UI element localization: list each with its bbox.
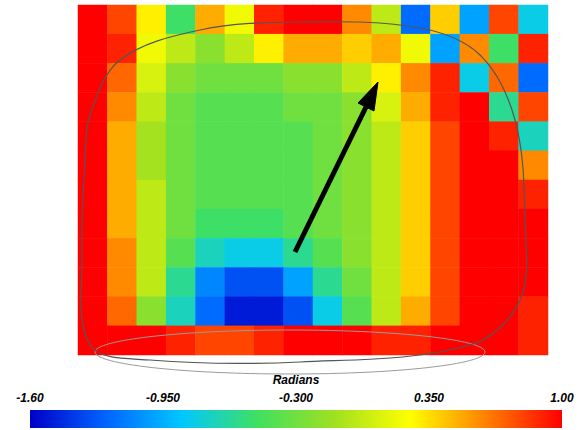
svg-text:1.00: 1.00 (550, 391, 574, 405)
svg-text:0.350: 0.350 (414, 391, 444, 405)
svg-text:-0.300: -0.300 (279, 391, 313, 405)
svg-text:Radians: Radians (273, 373, 320, 387)
svg-text:-0.950: -0.950 (146, 391, 180, 405)
svg-text:-1.60: -1.60 (16, 391, 44, 405)
